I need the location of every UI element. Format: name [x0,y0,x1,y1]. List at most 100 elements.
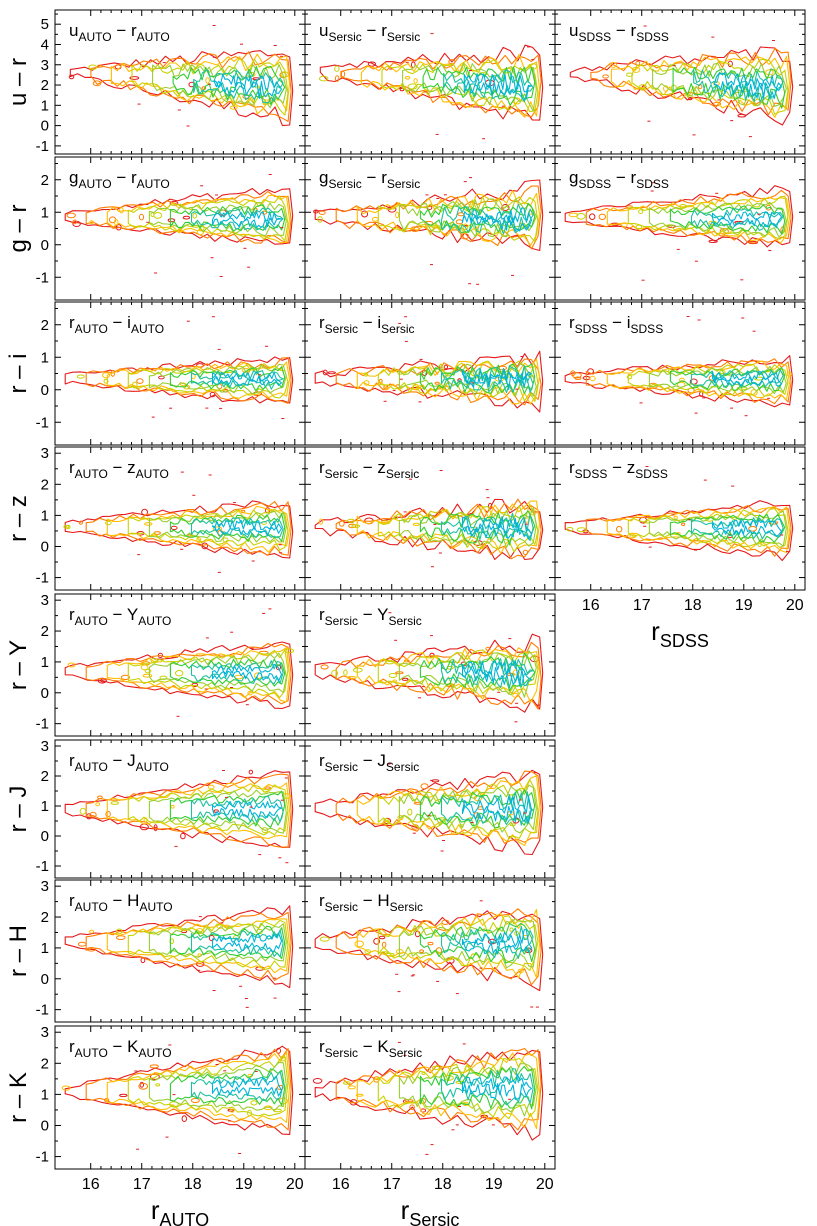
contour-island [105,520,112,526]
contour-island [509,927,514,933]
x-tick-label: 20 [286,1176,304,1193]
contour-level-7 [711,371,783,388]
panel-r1-c2: gSDSS − rSDSS [554,156,806,301]
contour-level-4 [148,922,287,963]
contour-level-3 [131,58,289,116]
x-tick-label: 20 [536,1176,554,1193]
contour-island [180,832,186,840]
contour-island [276,1084,284,1091]
contours [63,471,294,573]
contour-level-2 [106,1051,291,1124]
y-tick-label: -1 [36,570,49,587]
contour-island [589,213,596,220]
contours [64,174,294,277]
x-tick-label: 19 [735,597,753,614]
y-tick-label: 0 [41,382,49,399]
contour-island [140,664,149,671]
contour-level-5 [169,1068,286,1107]
contour-level-6 [690,208,784,231]
contour-island [380,520,390,524]
y-tick-label: 2 [41,768,49,785]
contour-island [566,526,574,532]
y-tick-label: 3 [41,878,49,895]
contour-island [568,212,579,218]
contour-island [412,522,420,527]
contour-level-5 [669,513,786,543]
y-tick-label: 2 [41,317,49,334]
contour-level-3 [377,915,539,972]
contour-island [144,668,152,674]
contour-level-2 [606,506,791,554]
contour-level-5 [172,65,286,106]
contour-island [450,222,455,229]
contour-island [103,378,109,384]
contour-level-7 [713,72,783,100]
contour-island [95,802,101,807]
contour-level-0 [314,350,544,413]
contour-island [407,808,413,816]
contour-island [340,70,346,78]
contour-island [393,515,399,520]
contours [64,608,295,717]
contour-island [92,80,102,87]
contour-island [88,64,98,70]
contour-island [334,65,340,72]
y-tick-label: 1 [41,97,49,114]
y-tick-label: -1 [36,858,49,875]
panel-label: rAUTO − KAUTO [69,1037,172,1060]
y-tick-label: 0 [41,118,49,135]
contour-level-2 [106,782,291,840]
y-tick-label: 3 [41,445,49,462]
contour-island [750,389,758,396]
contour-island [150,657,159,664]
contour-island [192,213,197,219]
contour-island [158,375,165,380]
contours [319,33,544,140]
panel-label: rSersic − JSersic [319,751,419,774]
contour-island [373,1076,380,1083]
contour-island [201,542,209,550]
contours [314,316,544,413]
contour-level-0 [314,1049,544,1141]
contour-island [380,951,389,955]
contour-island [312,1078,323,1084]
contour-island [182,215,191,220]
contour-level-3 [127,649,289,699]
contour-island [737,113,747,118]
contour-island [367,61,377,67]
contour-island [136,378,144,384]
contour-level-3 [127,195,289,242]
panel-r3-c2: rSDSS − zSDSS [554,446,806,591]
contour-level-0 [64,905,294,989]
contour-island [512,692,519,698]
panel-label: rSersic − HSersic [319,891,423,914]
contour-level-4 [398,650,537,698]
contour-island [322,369,328,376]
contours [64,905,294,1008]
y-tick-label: 3 [41,738,49,755]
panel-label: gSersic − rSersic [319,168,420,191]
contour-island [587,368,594,375]
contour-island [208,934,215,942]
x-tick-label: 19 [235,1176,253,1193]
contour-island [129,76,140,80]
contour-level-6 [190,517,284,539]
contour-island [139,1081,145,1088]
y-tick-label: 1 [41,940,49,957]
contour-island [576,213,586,220]
contour-island [66,212,76,219]
contour-island [431,1065,440,1071]
y-tick-label: 1 [41,798,49,815]
y-tick-label: -1 [36,414,49,431]
contour-island [89,929,95,934]
contour-island [383,818,390,826]
contour-island [373,937,381,945]
panel-r0-c1: uSersic − rSersic [304,9,556,155]
contour-island [63,525,70,529]
contour-island [780,226,786,233]
contour-level-0 [64,770,294,849]
y-tick-label: 2 [41,1055,49,1072]
contour-island [175,670,184,677]
contour-level-5 [169,204,286,232]
x-tick-label: 18 [434,1176,452,1193]
